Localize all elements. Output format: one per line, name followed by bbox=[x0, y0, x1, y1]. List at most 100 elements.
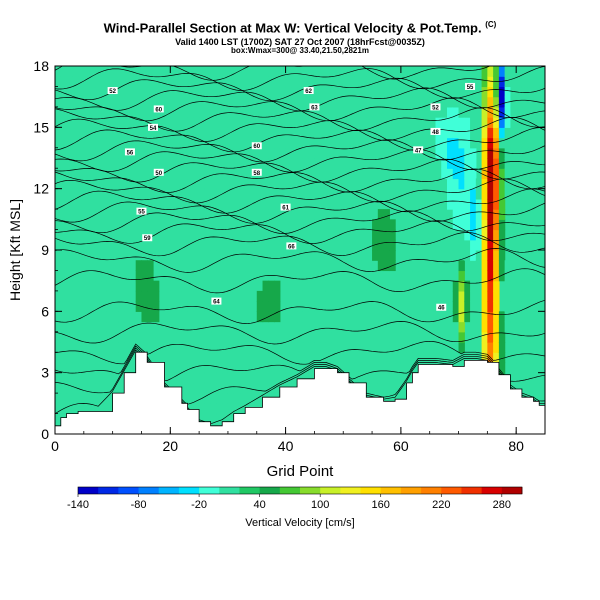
w-cell bbox=[521, 168, 529, 180]
w-cell bbox=[343, 76, 350, 88]
w-cell bbox=[452, 158, 460, 169]
w-cell bbox=[406, 86, 414, 98]
w-cell bbox=[308, 219, 316, 231]
w-cell bbox=[141, 127, 148, 139]
w-cell bbox=[78, 96, 85, 108]
w-cell bbox=[475, 250, 483, 261]
w-cell bbox=[222, 372, 229, 384]
w-cell bbox=[210, 219, 218, 231]
w-cell bbox=[423, 117, 431, 128]
w-cell bbox=[441, 270, 448, 282]
w-cell bbox=[106, 229, 114, 241]
w-cell bbox=[493, 209, 500, 220]
w-cell bbox=[527, 76, 535, 88]
w-cell bbox=[89, 250, 96, 261]
w-cell bbox=[464, 301, 471, 312]
w-cell bbox=[256, 301, 264, 312]
w-cell bbox=[447, 321, 454, 333]
w-cell bbox=[78, 198, 85, 210]
w-cell bbox=[72, 158, 79, 169]
w-cell bbox=[135, 66, 143, 77]
w-cell bbox=[210, 229, 218, 241]
w-cell bbox=[418, 127, 425, 139]
w-cell bbox=[441, 321, 448, 333]
w-cell bbox=[199, 403, 206, 415]
w-cell bbox=[216, 178, 223, 190]
w-cell bbox=[441, 250, 448, 261]
w-cell bbox=[383, 137, 390, 149]
w-cell bbox=[331, 209, 339, 220]
colorbar-swatch bbox=[138, 487, 160, 494]
w-cell bbox=[481, 321, 488, 333]
w-cell bbox=[470, 260, 477, 272]
w-cell bbox=[124, 331, 131, 343]
w-cell bbox=[441, 239, 448, 251]
w-cell bbox=[308, 331, 316, 343]
w-cell bbox=[181, 382, 189, 394]
w-cell bbox=[354, 260, 362, 272]
w-cell bbox=[337, 342, 344, 353]
w-cell bbox=[441, 147, 448, 159]
w-cell bbox=[377, 178, 385, 190]
w-cell bbox=[66, 137, 73, 149]
w-cell bbox=[423, 96, 431, 108]
w-cell bbox=[493, 342, 500, 353]
isentrope-line bbox=[55, 66, 545, 91]
w-cell bbox=[83, 147, 91, 159]
w-cell bbox=[216, 250, 223, 261]
w-cell bbox=[135, 158, 143, 169]
w-cell bbox=[516, 311, 523, 323]
w-cell bbox=[222, 260, 229, 272]
w-cell bbox=[245, 147, 252, 159]
isentrope-label: 66 bbox=[288, 244, 295, 250]
w-cell bbox=[412, 270, 419, 282]
w-cell bbox=[72, 86, 79, 98]
isentrope-line bbox=[55, 347, 545, 405]
w-cell bbox=[527, 66, 535, 77]
w-cell bbox=[320, 311, 327, 323]
w-cell bbox=[349, 117, 356, 128]
w-cell bbox=[262, 198, 269, 210]
w-cell bbox=[274, 66, 281, 77]
w-cell bbox=[129, 127, 137, 139]
w-cell bbox=[533, 362, 540, 374]
w-cell bbox=[193, 393, 200, 404]
w-cell bbox=[141, 158, 148, 169]
w-cell bbox=[147, 106, 154, 118]
w-cell bbox=[400, 168, 408, 180]
w-cell bbox=[118, 342, 125, 353]
w-cell bbox=[366, 66, 373, 77]
w-cell bbox=[510, 96, 517, 108]
w-cell bbox=[504, 280, 512, 292]
w-cell bbox=[60, 76, 68, 88]
w-cell bbox=[204, 158, 212, 169]
w-cell bbox=[262, 147, 269, 159]
w-cell bbox=[66, 168, 73, 180]
w-cell bbox=[337, 106, 344, 118]
w-cell bbox=[141, 188, 148, 200]
w-cell bbox=[164, 66, 171, 77]
w-cell bbox=[320, 301, 327, 312]
w-cell bbox=[204, 352, 212, 364]
w-cell bbox=[423, 127, 431, 139]
w-cell bbox=[539, 158, 545, 169]
w-cell bbox=[498, 198, 506, 210]
w-cell bbox=[199, 66, 206, 77]
w-cell bbox=[354, 96, 362, 108]
w-cell bbox=[141, 106, 148, 118]
w-cell bbox=[389, 342, 396, 353]
w-cell bbox=[521, 290, 529, 302]
chart-title-text: Wind-Parallel Section at Max W: Vertical… bbox=[103, 20, 482, 36]
w-cell bbox=[176, 209, 183, 220]
w-cell bbox=[377, 260, 385, 272]
w-cell bbox=[256, 290, 264, 302]
w-cell bbox=[106, 321, 114, 333]
w-cell bbox=[158, 229, 166, 241]
w-cell bbox=[389, 229, 396, 241]
w-cell bbox=[452, 311, 460, 323]
w-cell bbox=[279, 96, 287, 108]
w-cell bbox=[176, 147, 183, 159]
colorbar-tick-label: 40 bbox=[254, 499, 266, 511]
w-cell bbox=[187, 393, 194, 404]
isentrope-line bbox=[55, 168, 545, 193]
